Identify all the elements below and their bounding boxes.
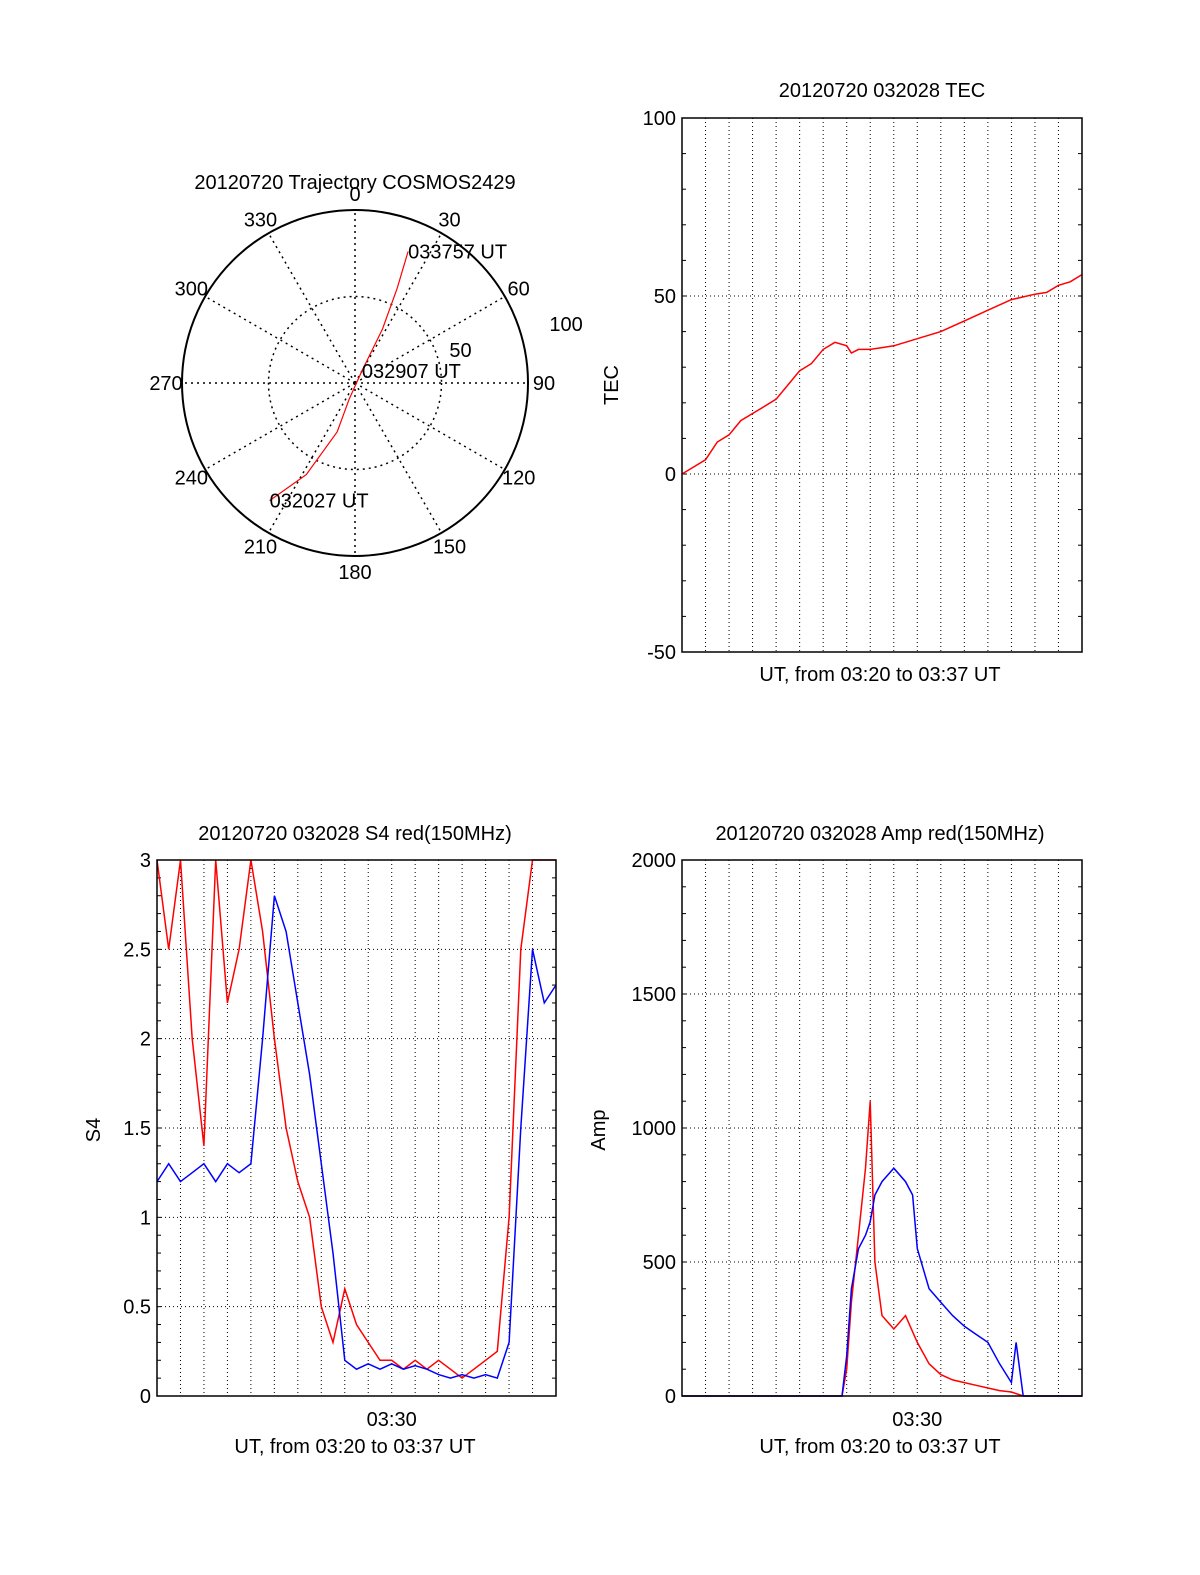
s4-ylabel: S4 (83, 1118, 105, 1142)
polar-spoke (267, 232, 356, 384)
polar-angle-label: 60 (508, 279, 530, 301)
plot-frame (681, 859, 1083, 1397)
polar-angle-label: 210 (244, 537, 277, 559)
polar-spoke (204, 382, 356, 471)
trajectory-time-label: 032027 UT (270, 491, 369, 513)
polar-angle-label: 90 (533, 373, 555, 395)
polar-grid (181, 209, 529, 557)
s4-xlabel: UT, from 03:20 to 03:37 UT (234, 1436, 475, 1458)
polar-inner-circle (267, 295, 443, 471)
polar-spoke (354, 232, 443, 384)
y-tick-label: 2.5 (123, 939, 151, 961)
polar-angle-label: 120 (502, 468, 535, 490)
trajectory-title: 20120720 Trajectory COSMOS2429 (194, 172, 515, 194)
polar-angle-label: 30 (438, 209, 460, 231)
y-tick-label: 2 (140, 1029, 151, 1051)
polar-outer-circle (181, 209, 529, 557)
polar-angle-label: 330 (244, 209, 277, 231)
polar-angle-label: 0 (349, 184, 360, 206)
polar-angle-label: 270 (149, 373, 182, 395)
amp-panel: 20120720 032028 Amp red(150MHz) Amp UT, … (588, 823, 1083, 1458)
polar-angle-label: 150 (433, 537, 466, 559)
s4-title: 20120720 032028 S4 red(150MHz) (198, 823, 512, 845)
series-line-red (682, 1101, 1082, 1397)
series-line-blue (156, 895, 557, 1380)
trajectory-time-label: 032907 UT (362, 361, 461, 383)
series-line-red (156, 859, 556, 1380)
y-tick-label: 50 (654, 286, 676, 308)
polar-spoke (354, 295, 506, 384)
y-tick-label: 500 (643, 1252, 676, 1274)
tec-xlabel: UT, from 03:20 to 03:37 UT (759, 664, 1000, 686)
y-tick-label: 0 (665, 1386, 676, 1408)
amp-xlabel: UT, from 03:20 to 03:37 UT (759, 1436, 1000, 1458)
y-tick-label: 0 (140, 1386, 151, 1408)
trajectory-panel: 20120720 Trajectory COSMOS2429 0 30 60 90 12… (149, 172, 582, 584)
y-tick-label: 1000 (632, 1118, 677, 1140)
y-tick-label: 0.5 (123, 1297, 151, 1319)
y-tick-label: 100 (643, 108, 676, 130)
polar-spoke (354, 382, 443, 534)
tec-ylabel: TEC (601, 365, 623, 405)
x-tick-label: 03:30 (892, 1409, 942, 1431)
polar-radial-label: 100 (549, 314, 582, 336)
amp-ylabel: Amp (588, 1109, 610, 1150)
y-tick-label: 1 (140, 1207, 151, 1229)
plot-frame (156, 859, 557, 1397)
y-tick-label: 1.5 (123, 1118, 151, 1140)
polar-radial-label: 50 (449, 340, 471, 362)
tec-panel: 20120720 032028 TEC TEC UT, from 03:20 t… (601, 80, 1083, 686)
trajectory-line (269, 251, 409, 502)
s4-panel: 20120720 032028 S4 red(150MHz) S4 UT, fr… (83, 823, 557, 1458)
polar-angle-label: 300 (175, 279, 208, 301)
trajectory-time-label: 033757 UT (408, 241, 507, 263)
plot-frame (681, 117, 1083, 653)
y-tick-label: -50 (647, 642, 676, 664)
x-tick-label: 03:30 (367, 1409, 417, 1431)
y-tick-label: 0 (665, 464, 676, 486)
series-line-blue (682, 1167, 1082, 1397)
polar-angle-label: 240 (175, 468, 208, 490)
y-tick-label: 1500 (632, 984, 677, 1006)
polar-spoke (354, 382, 506, 471)
y-tick-label: 3 (140, 850, 151, 872)
y-tick-label: 2000 (632, 850, 677, 872)
tec-title: 20120720 032028 TEC (779, 80, 985, 102)
amp-title: 20120720 032028 Amp red(150MHz) (715, 823, 1044, 845)
polar-angle-label: 180 (338, 562, 371, 584)
series-line-red (681, 273, 1083, 475)
polar-spoke (267, 382, 356, 534)
polar-spoke (204, 295, 356, 384)
